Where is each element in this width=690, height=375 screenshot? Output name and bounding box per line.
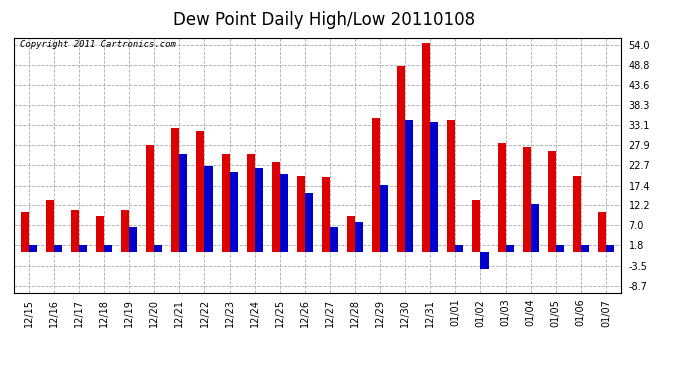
Bar <box>279 174 288 252</box>
Bar <box>71 210 79 252</box>
Bar <box>54 245 62 252</box>
Bar <box>480 252 489 270</box>
Bar <box>246 154 255 252</box>
Bar <box>79 245 87 252</box>
Bar <box>555 245 564 252</box>
Bar <box>29 245 37 252</box>
Bar <box>155 245 162 252</box>
Bar <box>21 212 29 252</box>
Bar <box>506 245 513 252</box>
Bar <box>305 193 313 252</box>
Bar <box>221 154 230 252</box>
Bar <box>355 222 363 252</box>
Bar <box>522 147 531 252</box>
Bar <box>606 245 614 252</box>
Bar <box>573 176 581 252</box>
Bar <box>96 216 104 252</box>
Bar <box>104 245 112 252</box>
Bar <box>197 132 204 252</box>
Bar <box>121 210 129 252</box>
Bar <box>129 227 137 252</box>
Bar <box>497 143 506 252</box>
Bar <box>422 43 431 252</box>
Bar <box>372 118 380 252</box>
Bar <box>431 122 438 252</box>
Bar <box>405 120 413 252</box>
Bar <box>380 185 388 252</box>
Bar <box>598 212 606 252</box>
Bar <box>548 151 555 252</box>
Bar <box>397 66 405 252</box>
Bar <box>204 166 213 252</box>
Text: Copyright 2011 Cartronics.com: Copyright 2011 Cartronics.com <box>20 40 176 49</box>
Bar <box>297 176 305 252</box>
Bar <box>581 245 589 252</box>
Bar <box>322 177 330 252</box>
Bar <box>531 204 539 252</box>
Bar <box>146 145 155 252</box>
Bar <box>230 172 237 252</box>
Bar <box>347 216 355 252</box>
Bar <box>330 227 338 252</box>
Bar <box>255 168 263 252</box>
Bar <box>473 201 480 252</box>
Bar <box>46 201 54 252</box>
Bar <box>447 120 455 252</box>
Bar <box>179 154 188 252</box>
Bar <box>272 162 279 252</box>
Bar <box>455 245 464 252</box>
Bar <box>171 128 179 252</box>
Text: Dew Point Daily High/Low 20110108: Dew Point Daily High/Low 20110108 <box>173 11 475 29</box>
